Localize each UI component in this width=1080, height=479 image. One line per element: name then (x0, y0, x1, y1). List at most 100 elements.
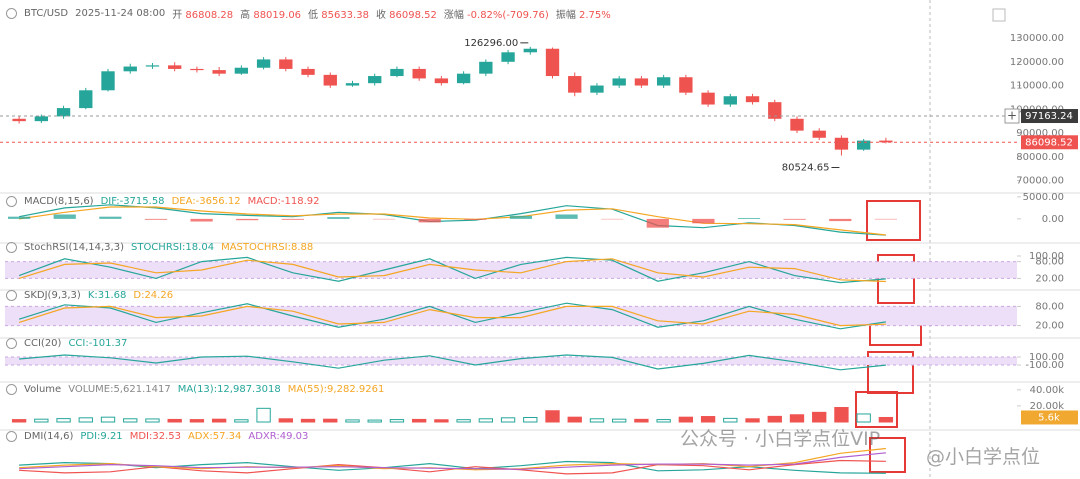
watermark: 公众号 · 小白学点位VIP (680, 428, 881, 450)
histogram-bar (737, 218, 761, 219)
candle-body (323, 74, 337, 86)
legend-entry: MDI:32.53 (129, 430, 181, 442)
collapse-icon[interactable] (6, 289, 17, 301)
legend-entry: DIF:-3715.58 (100, 195, 165, 207)
candle-body (523, 48, 537, 53)
histogram-bar (281, 218, 304, 220)
volume-bar (500, 417, 516, 423)
symbol: BTC/USD (24, 7, 69, 19)
volume-bar (478, 418, 494, 423)
legend-entry: ADX:57.34 (187, 430, 242, 442)
volume-bar (11, 419, 27, 423)
y-tick-label: 40.00k (1030, 385, 1065, 396)
legend-entry: DEA:-3656.12 (171, 195, 241, 207)
expand-icon[interactable] (992, 8, 1006, 22)
candle-body (612, 78, 626, 86)
histogram-bar (646, 218, 669, 228)
volume-bar (278, 418, 293, 423)
volume-bar (656, 419, 671, 423)
candle-body (190, 68, 204, 71)
candle-body (679, 77, 693, 93)
legend-entry: CCI:-101.37 (68, 337, 128, 349)
candle-body (656, 77, 671, 86)
candle-body (768, 102, 782, 119)
y-tick-label: 110000.00 (1010, 81, 1064, 92)
volume-bar (456, 419, 471, 423)
high-value: 88019.06 (253, 9, 302, 21)
candle-body (501, 52, 515, 62)
label: 开 (172, 9, 183, 21)
candle-body (479, 61, 493, 74)
candle-body (145, 65, 160, 67)
histogram-bar (783, 218, 806, 220)
label: 低 (308, 9, 319, 21)
candle-body (279, 59, 293, 69)
y-tick-label: 80000.00 (1016, 152, 1064, 163)
y-tick-label: 80.00 (1035, 301, 1064, 312)
candle-body (545, 48, 560, 77)
label: 振幅 (555, 9, 576, 21)
candle-body (212, 70, 226, 74)
candle-body (856, 140, 871, 150)
volume-bar (523, 416, 538, 423)
indicator-title: StochRSI(14,14,3,3) (24, 241, 124, 253)
main-header: BTC/USD 2025-11-24 08:00 开 86808.28 高 88… (6, 6, 611, 21)
indicator-header: StochRSI(14,14,3,3) STOCHRSI:18.04 MASTOCH… (6, 240, 313, 254)
candle-body (56, 108, 71, 117)
volume-bar (100, 416, 116, 423)
candle-body (723, 96, 737, 105)
legend-entry: K:31.68 (87, 289, 127, 301)
legend-entry: MACD:-118.92 (247, 195, 320, 207)
histogram-bar (692, 218, 715, 224)
low-value: 85633.38 (321, 9, 369, 21)
candle-body (256, 59, 271, 68)
candle-body (434, 78, 449, 84)
indicator-title: MACD(8,15,6) (24, 195, 94, 207)
collapse-icon[interactable] (6, 7, 17, 19)
legend-entry: VOLUME:5,621.1417 (68, 383, 171, 395)
legend-entry: MA(55):9,282.9261 (287, 383, 385, 395)
crosshair-plus (1004, 108, 1020, 124)
candle-body (701, 92, 715, 105)
candle-body (123, 66, 137, 72)
collapse-icon[interactable] (6, 337, 17, 349)
histogram-bar (327, 217, 350, 219)
indicator-line (19, 354, 886, 371)
volume-tag-label: 5.6k (1038, 412, 1060, 423)
volume-bar (589, 418, 605, 423)
min-label: 80524.65 (782, 163, 830, 174)
amplitude-value: 2.75% (579, 9, 611, 21)
label: 涨幅 (443, 9, 464, 21)
band (5, 261, 1017, 279)
crosshair-price: 97163.24 (1025, 111, 1073, 122)
volume-bar (145, 418, 160, 423)
y-tick-label: 20.00 (1035, 273, 1064, 284)
label: 收 (375, 9, 386, 21)
volume-bar (723, 417, 738, 423)
histogram-bar (8, 216, 31, 219)
open-value: 86808.28 (185, 9, 234, 21)
collapse-icon[interactable] (6, 430, 17, 442)
legend-entry: STOCHRSI:18.04 (130, 241, 215, 253)
indicator-line (18, 258, 886, 283)
collapse-icon[interactable] (6, 195, 17, 207)
y-tick-label: -100.00 (1025, 360, 1064, 371)
volume-bar (300, 418, 316, 423)
histogram-bar (144, 218, 168, 220)
legend-entry: PDI:9.21 (80, 430, 123, 442)
candle-body (812, 130, 826, 138)
volume-bar (767, 415, 782, 423)
candle-body (234, 67, 249, 74)
indicator-header: MACD(8,15,6) DIF:-3715.58 DEA:-3656.12 MACD… (6, 194, 320, 208)
collapse-icon[interactable] (6, 383, 17, 395)
change-value: -0.82%(-709.76) (467, 9, 549, 21)
volume-bar (78, 417, 93, 423)
close-value: 86098.52 (389, 9, 437, 21)
volume-bar (545, 410, 560, 423)
time: 2025-11-24 08:00 (75, 7, 166, 19)
collapse-icon[interactable] (6, 241, 17, 253)
volume-bar (567, 416, 582, 423)
volume-bar (878, 416, 894, 423)
crosshair-tag (1021, 109, 1078, 124)
